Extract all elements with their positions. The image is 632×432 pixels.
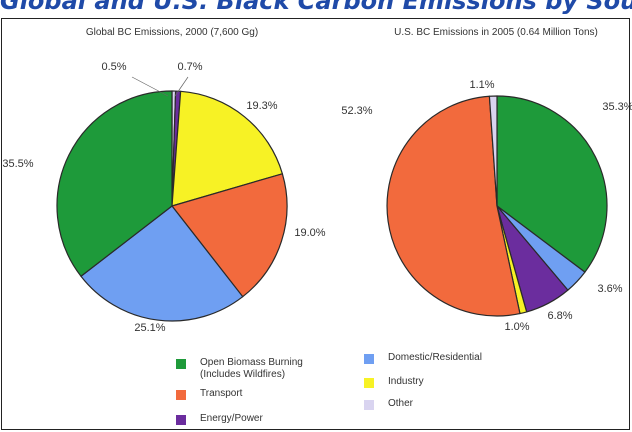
pie-1-label-domestic-residential: 3.6%	[597, 283, 622, 295]
pie-0-leader-line-1	[174, 76, 189, 97]
pie-0-label-industry: 19.3%	[246, 100, 277, 112]
pie-0-slice-open-biomass-burning-includes-wildfires	[56, 90, 173, 277]
pie-1-slice-other	[488, 95, 498, 207]
pie-0-slice-transport	[171, 173, 288, 298]
pie-1-label-transport: 52.3%	[341, 105, 372, 117]
pie-0-label-open-biomass-burning-includes-wildfires: 35.5%	[2, 158, 33, 170]
us-pie: 35.3% 3.6% 6.8% 1.0% 52.3% 1.1%	[341, 79, 632, 333]
pie-1-label-open-biomass-burning-includes-wildfires: 35.3%	[602, 101, 632, 113]
pie-1-slice-open-biomass-burning-includes-wildfires	[496, 95, 608, 273]
global-chart-title: Global BC Emissions, 2000 (7,600 Gg)	[86, 27, 258, 38]
pie-0-label-other: 0.5%	[101, 61, 126, 73]
pie-0-label-energy-power: 0.7%	[177, 61, 202, 73]
pie-1-label-industry: 1.0%	[504, 321, 529, 333]
pie-1-label-energy-power: 6.8%	[547, 310, 572, 322]
pie-0-label-domestic-residential: 25.1%	[134, 322, 165, 334]
pie-1-slice-transport	[386, 95, 521, 317]
pie-1-label-other: 1.1%	[469, 79, 494, 91]
pie-0-slice-industry	[171, 90, 283, 207]
us-chart-title: U.S. BC Emissions in 2005 (0.64 Million …	[394, 27, 598, 38]
pie-0-slice-domestic-residential	[80, 205, 244, 322]
pie-0-label-transport: 19.0%	[294, 227, 325, 239]
header-banner-text: Global and U.S. Black Carbon Emissions b…	[0, 0, 632, 15]
header-banner-strip: Global and U.S. Black Carbon Emissions b…	[0, 0, 632, 18]
global-pie: 0.5% 0.7% 19.3% 19.0% 25.1% 35.5%	[2, 61, 325, 334]
pie-0-leader-line-0	[131, 76, 169, 97]
